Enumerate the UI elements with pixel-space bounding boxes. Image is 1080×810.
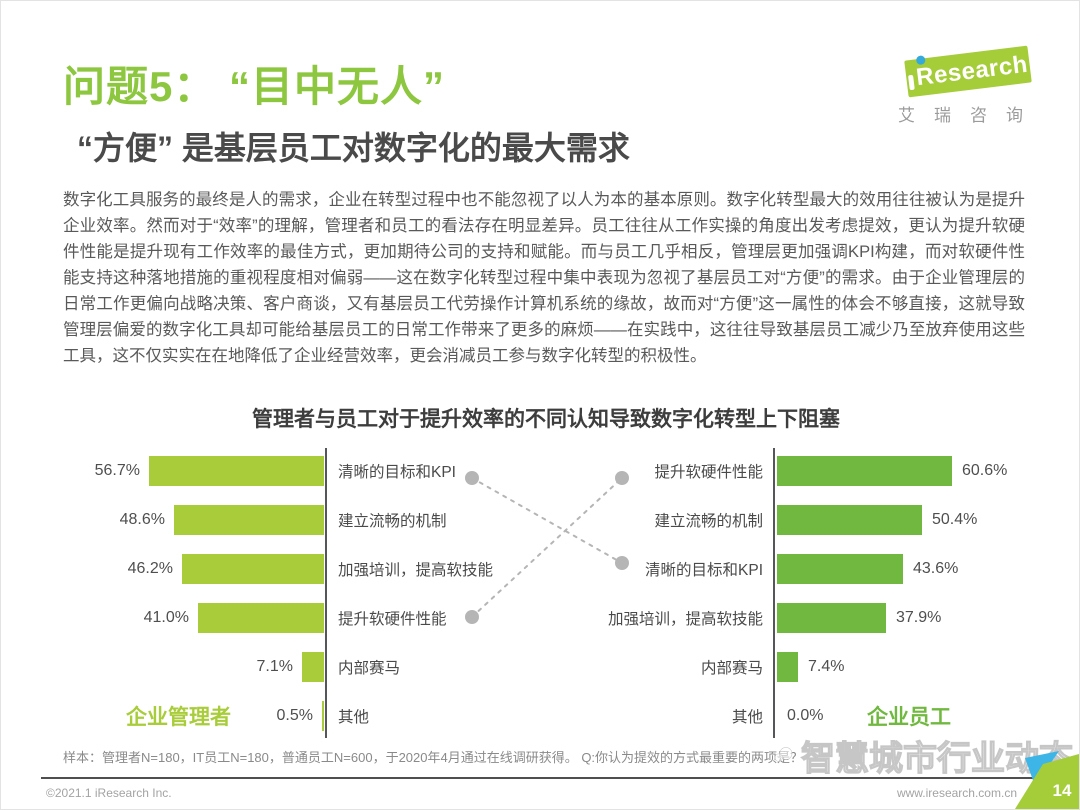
bar-value: 41.0% [143,609,189,626]
bar-value: 43.6% [913,560,959,577]
bar-row: 46.2% [63,545,324,593]
left-axis-line [325,448,327,738]
footer-divider [41,777,1079,779]
bar-row: 56.7% [63,447,324,495]
bar-value: 60.6% [962,462,1008,479]
bar-value: 50.4% [932,511,978,528]
bar-row: 7.1% [63,643,324,691]
bar [322,701,324,731]
bar [777,456,952,486]
iresearch-logo-banner: Research [904,45,1032,98]
bar-label: 提升软硬件性能 [654,464,763,481]
sample-footnote: 样本：管理者N=180，IT员工N=180，普通员工N=600，于2020年4月… [63,750,804,765]
bar [174,505,324,535]
bar-value: 7.4% [808,658,845,675]
bar-label: 内部赛马 [338,660,401,677]
chart-title: 管理者与员工对于提升效率的不同认知导致数字化转型上下阻塞 [252,408,840,431]
bar-row: 60.6% [777,447,1047,495]
bar-label: 清晰的目标和KPI [645,562,763,579]
website-url: www.iresearch.com.cn [896,786,1017,800]
bar-label: 建立流畅的机制 [654,513,763,530]
logo-brand-text: Research [914,50,1030,91]
bar-label: 加强培训，提高软技能 [338,562,494,579]
bar [198,603,324,633]
bar-row: 50.4% [777,496,1047,544]
bar-row: 43.6% [777,545,1047,593]
bar-label: 其他 [731,709,763,726]
bar-label: 其他 [338,709,370,726]
bar-row: 37.9% [777,594,1047,642]
bar-label: 清晰的目标和KPI [338,464,456,481]
body-paragraph: 数字化工具服务的最终是人的需求，企业在转型过程中也不能忽视了以人为本的基本原则。… [63,191,1025,365]
connector-lines [465,471,629,624]
bar-row: 7.4% [777,643,1047,691]
logo-i-stem-icon [907,74,915,91]
bar-row: 41.0% [63,594,324,642]
page-number-badge: 14 [1015,751,1079,809]
bar [302,652,324,682]
bar-label: 提升软硬件性能 [338,611,447,628]
svg-text:14: 14 [1053,781,1072,800]
right-axis-line [773,448,775,738]
bar-value: 0.0% [787,707,824,724]
bar-value: 0.5% [276,707,313,724]
bar-label: 建立流畅的机制 [338,513,447,530]
bar [149,456,324,486]
bar-value: 7.1% [256,658,293,675]
bar-value: 56.7% [94,462,140,479]
bar [777,603,886,633]
bar [182,554,324,584]
bar [777,505,922,535]
bar [777,554,903,584]
bar-label: 内部赛马 [700,660,763,677]
page-subtitle: “方便” 是基层员工对数字化的最大需求 [77,130,630,166]
page-title: 问题5： “目中无人” [63,63,446,110]
copyright-text: ©2021.1 iResearch Inc. [46,786,172,800]
bar-value: 48.6% [119,511,165,528]
bar-label: 加强培训，提高软技能 [607,611,763,628]
bar-row: 0.0% [777,692,1047,740]
logo-chinese-name: 艾瑞咨询 [898,106,1042,125]
bar-row: 48.6% [63,496,324,544]
series-label-managers: 企业管理者 [126,706,231,729]
series-label-employees: 企业员工 [867,706,951,729]
bar-value: 46.2% [127,560,173,577]
bar-value: 37.9% [896,609,942,626]
bar-row: 0.5% [63,692,324,740]
bar [777,652,798,682]
